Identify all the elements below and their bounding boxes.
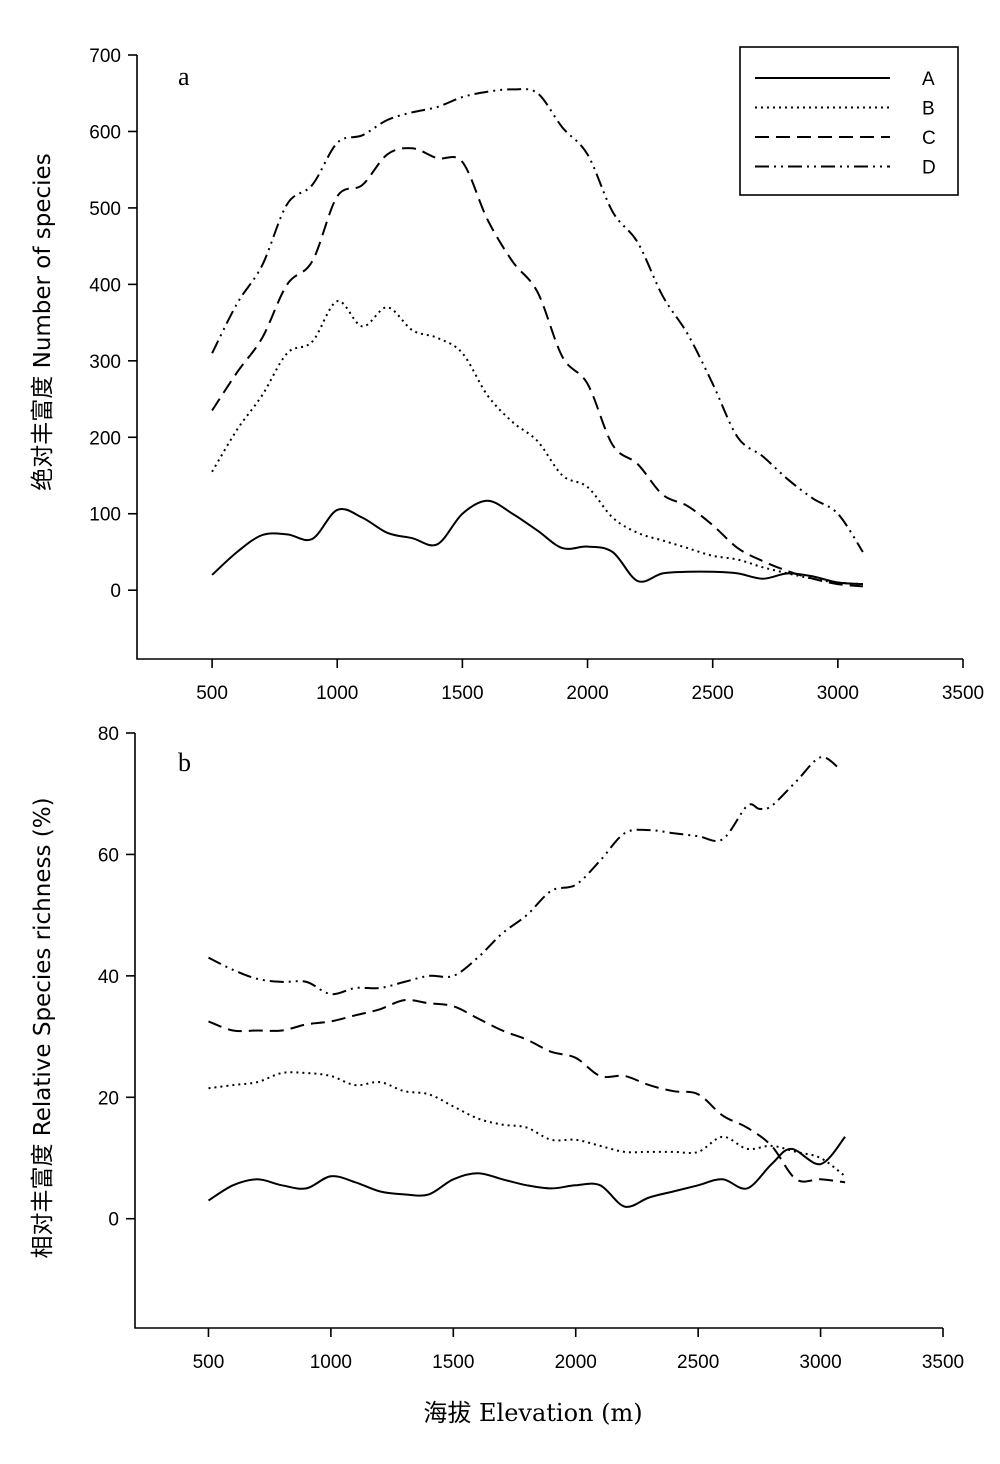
y-tick-label: 80 <box>98 724 119 745</box>
y-tick-label: 0 <box>110 581 121 602</box>
panel-b-series <box>207 756 846 1208</box>
panel-b: b 相对丰富度 Relative Species richness (%) 0 2… <box>30 724 964 1373</box>
y-tick-label: 400 <box>89 275 121 296</box>
x-tick-label: 2000 <box>555 1352 597 1373</box>
series-line-b <box>211 300 863 586</box>
legend-box <box>739 46 959 196</box>
y-tick-label: 100 <box>89 505 121 526</box>
series-line-b <box>208 1071 846 1178</box>
y-tick-label: 60 <box>98 845 119 866</box>
panel-a-y-axis-label: 绝对丰富度 Number of species <box>30 153 56 490</box>
panel-a-series <box>211 88 864 588</box>
panel-b-y-ticks: 0 20 40 60 80 <box>98 724 135 1231</box>
panel-a-y-ticks: 0 100 200 300 400 500 600 700 <box>89 46 137 602</box>
panel-a: a 绝对丰富度 Number of species 0 100 200 300 400 5… <box>30 46 984 704</box>
legend-label-b: B <box>922 99 935 120</box>
x-tick-label: 2500 <box>692 683 734 704</box>
y-tick-label: 40 <box>98 967 119 988</box>
x-tick-label: 1500 <box>432 1352 474 1373</box>
legend-label-a: A <box>922 69 935 90</box>
y-tick-label: 20 <box>98 1088 119 1109</box>
y-tick-label: 600 <box>89 122 121 143</box>
series-line-d <box>211 88 864 553</box>
x-tick-label: 1500 <box>441 683 483 704</box>
panel-a-axes <box>136 55 963 660</box>
panel-b-label: b <box>178 748 191 777</box>
panel-a-x-ticks: 500 1000 1500 2000 2500 3000 3500 <box>196 659 984 704</box>
x-axis-label: 海拔 Elevation (m) <box>423 1399 642 1427</box>
legend-label-d: D <box>922 158 936 179</box>
y-tick-label: 0 <box>108 1210 119 1231</box>
x-tick-label: 3000 <box>817 683 859 704</box>
panel-a-label: a <box>178 62 190 91</box>
x-tick-label: 1000 <box>316 683 358 704</box>
series-line-a <box>207 1136 846 1208</box>
series-line-c <box>208 998 846 1184</box>
x-tick-label: 3500 <box>942 683 984 704</box>
series-line-d <box>208 756 841 996</box>
x-tick-label: 500 <box>196 683 228 704</box>
y-tick-label: 200 <box>89 428 121 449</box>
x-tick-label: 500 <box>193 1352 225 1373</box>
y-tick-label: 700 <box>89 46 121 67</box>
x-tick-label: 1000 <box>310 1352 352 1373</box>
legend-label-c: C <box>922 128 936 149</box>
series-line-a <box>211 499 863 586</box>
y-tick-label: 300 <box>89 352 121 373</box>
y-tick-label: 500 <box>89 199 121 220</box>
x-tick-label: 2500 <box>677 1352 719 1373</box>
series-line-c <box>211 147 863 588</box>
panel-b-axes <box>134 733 943 1329</box>
x-tick-label: 3000 <box>799 1352 841 1373</box>
x-tick-label: 3500 <box>922 1352 964 1373</box>
panel-b-y-axis-label: 相对丰富度 Relative Species richness (%) <box>30 797 56 1258</box>
panel-b-x-ticks: 500 1000 1500 2000 2500 3000 3500 <box>193 1328 964 1373</box>
x-tick-label: 2000 <box>566 683 608 704</box>
